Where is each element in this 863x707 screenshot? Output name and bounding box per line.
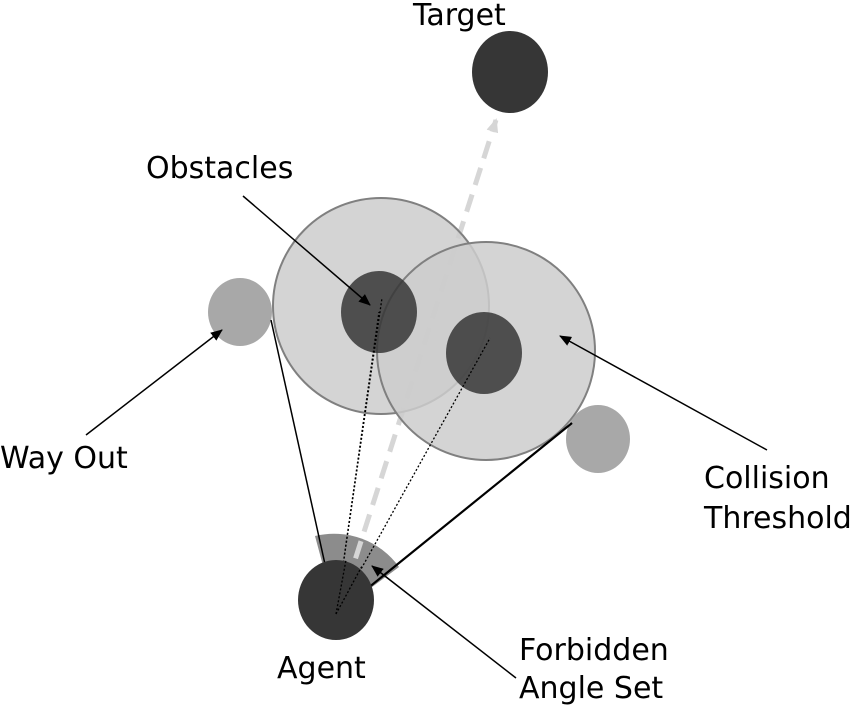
target-label: Target bbox=[412, 0, 506, 33]
way-out-circle-left bbox=[208, 278, 272, 346]
collision-threshold-label-line1: Collision bbox=[704, 461, 830, 496]
target-path-dashed bbox=[344, 118, 499, 586]
forbidden-angle-pointer-arrow bbox=[371, 565, 517, 679]
way-out-line-right bbox=[335, 422, 573, 615]
obstacles-label: Obstacles bbox=[146, 151, 293, 186]
target-circle bbox=[472, 31, 548, 113]
way-out-circle-right bbox=[566, 405, 630, 473]
collision-threshold-label-line2: Threshold bbox=[703, 501, 852, 536]
agent-ray-overlay-2 bbox=[335, 565, 363, 615]
agent-ray-overlay-1 bbox=[335, 559, 347, 615]
obstacle-right bbox=[446, 312, 522, 394]
way-out-pointer-arrow bbox=[85, 329, 223, 436]
agent-circle bbox=[298, 560, 374, 640]
agent-label: Agent bbox=[277, 651, 366, 686]
way-out-label: Way Out bbox=[0, 441, 128, 476]
forbidden-angle-label-line2: Angle Set bbox=[519, 671, 663, 706]
obstacles-pointer-arrow bbox=[242, 195, 371, 306]
forbidden-angle-label-line1: Forbidden bbox=[519, 633, 669, 668]
obstacle-dotted-line-3 bbox=[335, 337, 491, 615]
collision-threshold-pointer-arrow bbox=[559, 335, 768, 451]
